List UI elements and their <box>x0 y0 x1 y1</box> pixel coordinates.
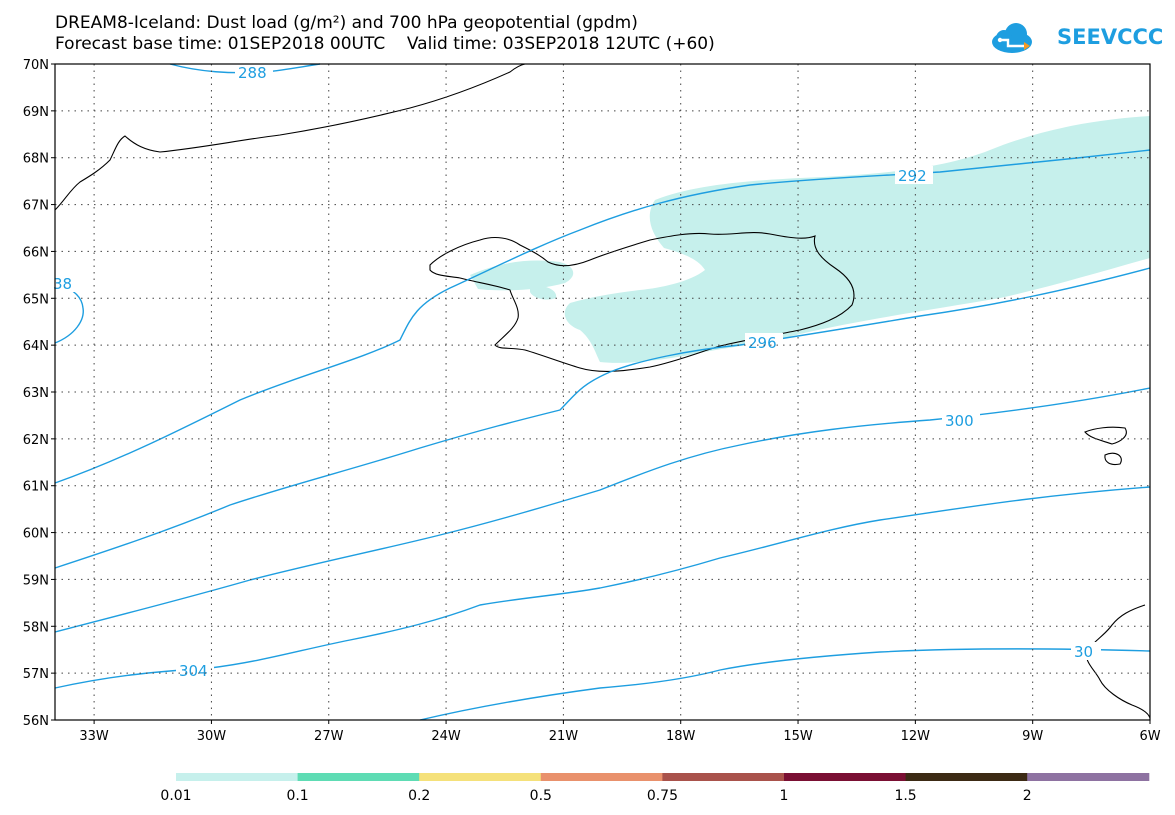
lon-label: 33W <box>79 729 109 744</box>
colorbar-swatch <box>540 773 663 781</box>
logo-text: SEEVCCC <box>1057 25 1164 49</box>
map-title: DREAM8-Iceland: Dust load (g/m²) and 700… <box>55 13 638 33</box>
map-subtitle: Forecast base time: 01SEP2018 00UTC Vali… <box>55 34 715 54</box>
colorbar-label: 0.75 <box>647 788 678 804</box>
geopotential-contours <box>54 63 1151 721</box>
cloud-icon <box>992 23 1032 53</box>
lon-label: 15W <box>783 729 813 744</box>
contour-label-296: 296 <box>748 334 777 352</box>
graticule-grid <box>55 64 1150 720</box>
contour-300 <box>54 387 1151 633</box>
lon-label: 24W <box>431 729 461 744</box>
faroe-islands <box>1084 426 1127 445</box>
colorbar: 0.01 0.1 0.2 0.5 0.75 1 1.5 2 <box>160 773 1150 804</box>
lat-label: 64N <box>23 339 49 354</box>
scotland-coast <box>1086 604 1151 719</box>
colorbar-swatch <box>419 773 542 781</box>
lat-label: 70N <box>23 58 49 73</box>
lat-label: 67N <box>23 199 49 214</box>
lon-label: 27W <box>314 729 344 744</box>
lat-label: 56N <box>23 714 49 729</box>
contour-label-292: 292 <box>898 167 927 185</box>
colorbar-label: 0.1 <box>286 788 308 804</box>
colorbar-label: 0.2 <box>408 788 430 804</box>
colorbar-swatch <box>1027 773 1150 781</box>
contour-308 <box>419 648 1151 721</box>
lon-label: 9W <box>1022 729 1043 744</box>
contour-label-300: 300 <box>945 412 974 430</box>
lat-label: 58N <box>23 620 49 635</box>
colorbar-label: 1.5 <box>894 788 916 804</box>
colorbar-swatch <box>662 773 785 781</box>
lat-label: 61N <box>23 480 49 495</box>
lat-label: 65N <box>23 292 49 307</box>
lat-label: 57N <box>23 667 49 682</box>
axis-ticks: 70N 69N 68N 67N 66N 65N 64N 63N 62N 61N 60N 59N 58N 5… <box>23 58 1161 744</box>
colorbar-swatch <box>784 773 907 781</box>
lon-label: 12W <box>901 729 931 744</box>
lat-label: 63N <box>23 386 49 401</box>
lat-label: 68N <box>23 152 49 167</box>
greenland-coast <box>54 63 526 211</box>
lat-label: 66N <box>23 245 49 260</box>
colorbar-label: 0.01 <box>160 788 191 804</box>
colorbar-swatch <box>297 773 420 781</box>
contour-304 <box>54 486 1151 689</box>
contour-label-304-right: 30 <box>1074 643 1093 661</box>
colorbar-swatch <box>905 773 1028 781</box>
lon-label: 18W <box>666 729 696 744</box>
contour-label-288-top: 288 <box>238 64 267 82</box>
colorbar-label: 2 <box>1023 788 1032 804</box>
dust-load-area <box>470 116 1150 363</box>
lat-label: 60N <box>23 527 49 542</box>
contour-288-left <box>54 284 84 344</box>
seevccc-logo <box>992 23 1032 53</box>
contour-292 <box>54 149 1151 484</box>
contour-296 <box>54 267 1151 569</box>
lat-label: 62N <box>23 433 49 448</box>
lon-label: 21W <box>549 729 579 744</box>
lat-label: 69N <box>23 105 49 120</box>
contour-label-304: 304 <box>179 662 208 680</box>
contour-labels: 288 38 292 296 300 304 30 <box>53 62 1101 680</box>
lon-label: 30W <box>197 729 227 744</box>
colorbar-swatch <box>176 773 299 781</box>
colorbar-label: 0.5 <box>530 788 552 804</box>
colorbar-label: 1 <box>780 788 789 804</box>
contour-label-288-left: 38 <box>53 275 72 293</box>
lat-label: 59N <box>23 573 49 588</box>
lon-label: 6W <box>1139 729 1160 744</box>
